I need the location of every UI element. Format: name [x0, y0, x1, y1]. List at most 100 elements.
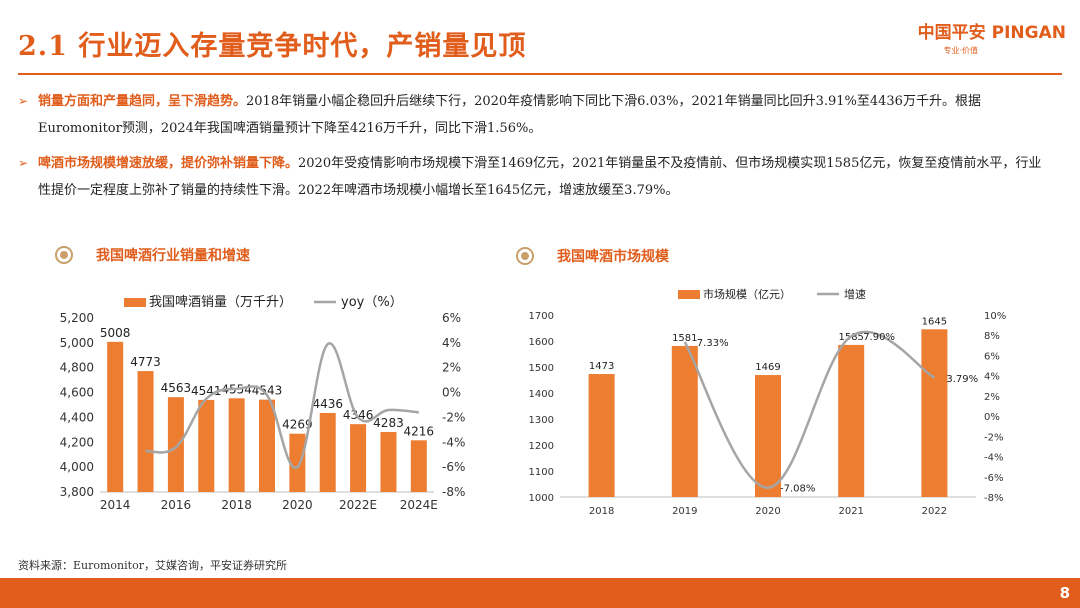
- y-left-tick-label: 5,200: [60, 311, 94, 325]
- x-tick-label: 2019: [672, 506, 697, 517]
- y-left-tick-label: 4,000: [60, 460, 94, 474]
- bar: [107, 341, 124, 492]
- bar: [289, 433, 306, 492]
- arrow-bullet-icon: ➢: [18, 94, 29, 108]
- chart-right-title: 我国啤酒市场规模: [557, 249, 669, 265]
- y-right-tick-label: 0%: [442, 386, 461, 400]
- bar-data-label: 4346: [343, 408, 374, 422]
- legend-bar-label: 我国啤酒销量（万千升）: [149, 295, 292, 310]
- bar: [588, 374, 615, 497]
- y-left-tick-label: 4,400: [60, 410, 94, 424]
- legend-bar-swatch: [124, 298, 146, 307]
- y-right-tick-label: 4%: [984, 372, 1000, 383]
- bar-data-label: 1581: [672, 333, 697, 344]
- bullet-market-text: 2020年受疫情影响市场规模下滑至1469亿元，2021年销量虽不及疫情前、但市…: [38, 156, 1042, 198]
- bar-data-label: 4563: [161, 381, 192, 395]
- bar: [319, 412, 336, 492]
- x-tick-label: 2022: [922, 506, 947, 517]
- y-right-tick-label: -8%: [442, 485, 465, 499]
- y-left-tick-label: 4,800: [60, 361, 94, 375]
- y-right-tick-label: 6%: [442, 311, 461, 325]
- x-tick-label: 2016: [161, 498, 192, 512]
- bar-data-label: 4216: [404, 424, 435, 438]
- chart-left-title-icon: [55, 246, 73, 264]
- bar: [137, 371, 154, 492]
- y-right-tick-label: -8%: [984, 493, 1003, 504]
- bullet-market: ➢ 啤酒市场规模增速放缓，提价弥补销量下降。2020年受疫情影响市场规模下滑至1…: [18, 150, 1048, 204]
- y-left-tick-label: 3,800: [60, 485, 94, 499]
- y-left-tick-label: 4,600: [60, 386, 94, 400]
- y-left-tick-label: 1200: [529, 441, 554, 452]
- bar: [380, 431, 397, 492]
- y-right-tick-label: 2%: [442, 361, 461, 375]
- x-tick-label: 2018: [221, 498, 252, 512]
- series-line: [683, 330, 936, 489]
- bar-data-label: 4773: [130, 355, 161, 369]
- series-line: [145, 342, 419, 469]
- bar: [410, 440, 427, 492]
- y-right-tick-label: 2%: [984, 392, 1000, 403]
- line-data-label: -7.08%: [780, 484, 815, 495]
- x-tick-label: 2020: [282, 498, 313, 512]
- bar: [259, 399, 275, 492]
- bullet-market-highlight: 啤酒市场规模增速放缓，提价弥补销量下降。: [38, 156, 299, 171]
- bar: [671, 345, 698, 497]
- bar: [198, 399, 215, 492]
- source-note: 资料来源：Euromonitor，艾媒咨询，平安证券研究所: [18, 559, 287, 572]
- line-data-label: 7.90%: [863, 332, 895, 343]
- y-left-tick-label: 4,200: [60, 435, 94, 449]
- bar: [228, 398, 245, 492]
- x-tick-label: 2021: [838, 506, 863, 517]
- x-tick-label: 2014: [100, 498, 131, 512]
- y-right-tick-label: 4%: [442, 336, 461, 350]
- bullet-sales: ➢ 销量方面和产量趋同，呈下滑趋势。2018年销量小幅企稳回升后继续下行，202…: [18, 88, 1048, 142]
- y-right-tick-label: -4%: [442, 435, 465, 449]
- sales-volume-chart: 3,800 4,000 4,200 4,400 4,600 4,800 5,000 5,200…: [60, 295, 466, 512]
- bar: [167, 397, 184, 492]
- x-tick-label: 2018: [589, 506, 614, 517]
- bar: [838, 344, 865, 497]
- bar: [755, 375, 781, 497]
- y-right-tick-label: 0%: [984, 412, 1000, 423]
- y-right-tick-label: 8%: [984, 331, 1000, 342]
- y-right-tick-label: -6%: [984, 473, 1003, 484]
- line-data-label: 3.79%: [946, 374, 978, 385]
- page-number: 8: [1059, 584, 1070, 602]
- legend-bar-label: 市场规模（亿元）: [703, 287, 791, 301]
- legend-line-label: yoy（%）: [341, 295, 403, 310]
- bar: [921, 329, 948, 497]
- x-tick-label: 2022E: [339, 498, 377, 512]
- x-tick-label: 2024E: [400, 498, 438, 512]
- title-divider: [18, 73, 1062, 75]
- x-tick-label: 2020: [755, 506, 780, 517]
- y-right-tick-label: 6%: [984, 351, 1000, 362]
- y-left-tick-label: 1700: [529, 311, 554, 322]
- y-right-tick-label: -2%: [984, 432, 1003, 443]
- bar: [350, 424, 367, 492]
- logo-en-text: PINGAN: [991, 23, 1066, 43]
- bar-data-label: 4283: [373, 416, 404, 430]
- chart-left-title: 我国啤酒行业销量和增速: [96, 248, 250, 264]
- y-left-tick-label: 5,000: [60, 336, 94, 350]
- legend-bar-swatch: [678, 290, 700, 299]
- logo-slogan: 专业·价值: [943, 46, 978, 55]
- y-right-tick-label: 10%: [984, 311, 1006, 322]
- bar-data-label: 4269: [282, 418, 313, 432]
- y-left-tick-label: 1000: [529, 493, 554, 504]
- bar-data-label: 5008: [100, 326, 131, 340]
- pingan-logo: 中国平安 PINGAN 专业·价值: [918, 18, 1066, 56]
- y-right-tick-label: -6%: [442, 460, 465, 474]
- chart-right-title-icon: [516, 247, 534, 265]
- bar-data-label: 1473: [589, 361, 614, 372]
- logo-cn-text: 中国平安: [917, 23, 986, 43]
- y-left-tick-label: 1400: [529, 389, 554, 400]
- market-size-chart: 1000 1100 1200 1300 1400 1500 1600 1700 -8% -6% -4…: [529, 287, 1007, 517]
- bullet-sales-text: 2018年销量小幅企稳回升后继续下行，2020年疫情影响下同比下滑6.03%，2…: [38, 94, 981, 136]
- arrow-bullet-icon: ➢: [18, 156, 29, 170]
- y-right-tick-label: -4%: [984, 453, 1003, 464]
- page-title: 2.1 行业迈入存量竞争时代，产销量见顶: [18, 31, 527, 62]
- bar-data-label: 1645: [922, 316, 947, 327]
- bar-data-label: 1469: [755, 362, 780, 373]
- line-data-label: 7.33%: [697, 338, 729, 349]
- y-right-tick-label: -2%: [442, 410, 465, 424]
